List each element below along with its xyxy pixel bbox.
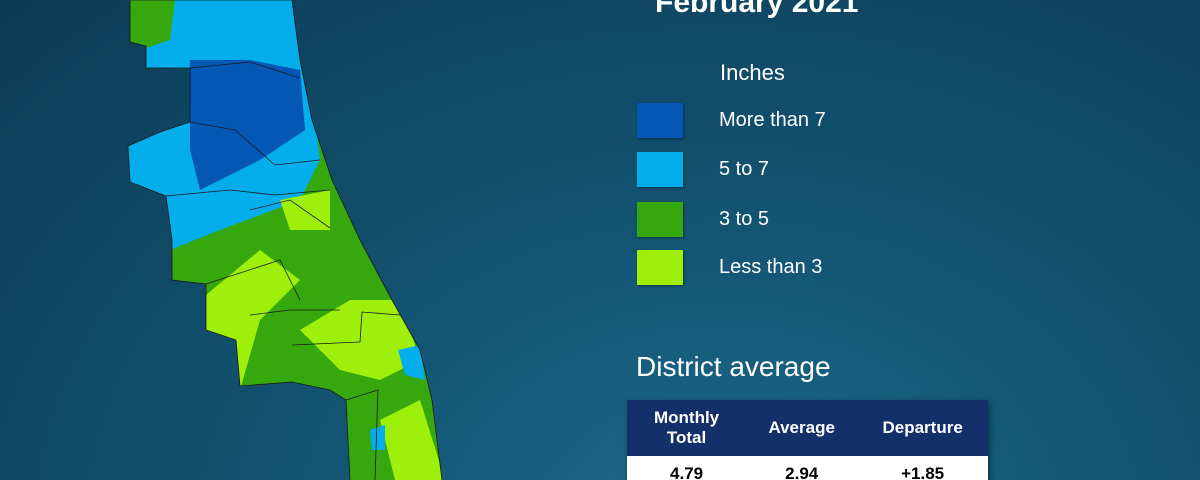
- legend-title: Inches: [720, 60, 785, 85]
- legend-label: Less than 3: [719, 256, 823, 278]
- legend-item: 5 to 7: [637, 152, 1037, 187]
- title: February 2021: [655, 0, 859, 19]
- column-header: Average: [746, 400, 858, 456]
- cell: 4.79: [627, 456, 747, 480]
- legend-item: More than 7: [637, 103, 1037, 138]
- county-lines: [127, 0, 443, 480]
- average-table: Monthly Total Average Departure 4.79 2.9…: [627, 400, 988, 480]
- rainfall-map: [127, 0, 443, 480]
- legend-item: 3 to 5: [637, 202, 1037, 237]
- legend-swatch: [637, 250, 683, 285]
- legend-item: Less than 3: [637, 250, 1037, 285]
- column-header: Departure: [857, 400, 988, 456]
- cell: +1.85: [857, 456, 988, 480]
- legend-swatch: [637, 152, 683, 187]
- legend-label: More than 7: [719, 109, 826, 131]
- cell: 2.94: [746, 456, 858, 480]
- legend-swatch: [637, 103, 683, 138]
- legend-label: 5 to 7: [719, 158, 770, 180]
- section-title: District average: [636, 351, 831, 382]
- legend-label: 3 to 5: [719, 208, 770, 230]
- column-header: Monthly Total: [627, 400, 747, 456]
- legend-swatch: [637, 202, 683, 237]
